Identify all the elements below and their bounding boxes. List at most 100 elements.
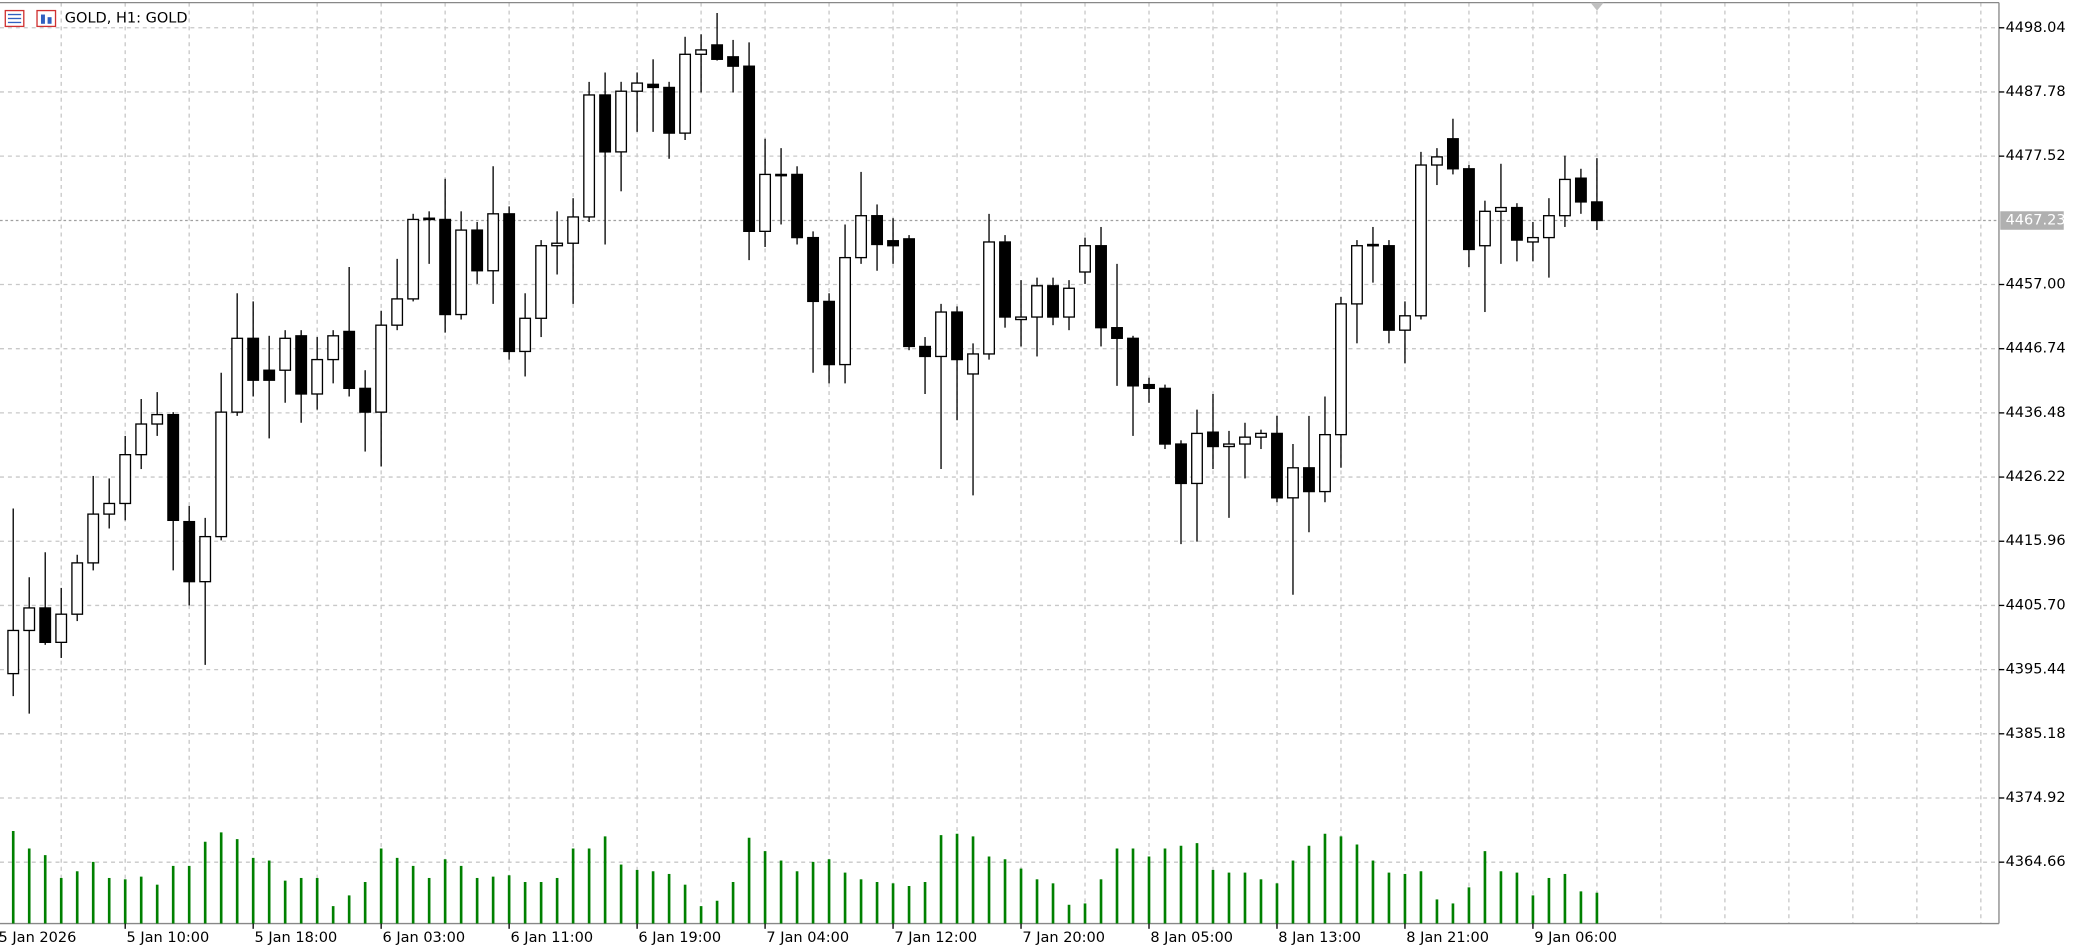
x-tick-label: 5 Jan 18:00 xyxy=(254,930,337,946)
candle-body xyxy=(55,613,68,644)
candle-body xyxy=(1095,245,1107,329)
candle-body xyxy=(1175,443,1187,485)
candle-body xyxy=(215,411,228,538)
candle-body xyxy=(807,236,820,303)
chart-title: GOLD, H1: GOLD xyxy=(65,10,188,26)
candle-body xyxy=(1191,432,1203,485)
candle-body xyxy=(263,369,276,381)
candle-body xyxy=(119,454,132,505)
candle-body xyxy=(1462,168,1475,251)
candle-body xyxy=(1143,383,1155,390)
candle-body xyxy=(519,317,532,353)
candle-body xyxy=(551,242,564,247)
candle-body xyxy=(1510,206,1523,241)
candle-body xyxy=(871,215,884,246)
candle-body xyxy=(1590,201,1603,222)
icon-bar xyxy=(40,14,45,24)
candle-body xyxy=(375,324,388,413)
candle-body xyxy=(1303,467,1315,493)
icon-chart xyxy=(36,9,57,28)
candle-body xyxy=(599,94,612,153)
y-tick-label: 4477.52 xyxy=(2006,148,2066,164)
candle-body xyxy=(727,56,740,67)
candle-body xyxy=(103,502,116,515)
candle-body xyxy=(759,173,772,232)
candle-body xyxy=(503,213,516,353)
candle-body xyxy=(791,173,804,239)
candle-body xyxy=(167,413,180,522)
candle-body xyxy=(295,335,308,395)
candle-body xyxy=(1319,433,1331,493)
candle-body xyxy=(23,607,36,632)
candle-body xyxy=(903,238,916,348)
x-tick-label: 6 Jan 11:00 xyxy=(510,930,593,946)
y-tick-label: 4374.92 xyxy=(2006,790,2066,806)
x-tick-label: 7 Jan 04:00 xyxy=(766,930,849,946)
candle-body xyxy=(1335,303,1347,436)
candle-body xyxy=(423,217,436,221)
candle-body xyxy=(711,44,724,60)
candle-body xyxy=(1079,245,1091,273)
candle-body xyxy=(1542,215,1555,239)
candle-body xyxy=(743,65,756,232)
y-tick-label: 4487.78 xyxy=(2006,84,2066,100)
candle-body xyxy=(439,218,452,316)
candle-body xyxy=(471,229,484,272)
y-tick-label: 4395.44 xyxy=(2006,662,2066,678)
y-tick-label: 4415.96 xyxy=(2006,533,2066,549)
candle-body xyxy=(1447,138,1459,170)
candle-body xyxy=(535,245,548,319)
candle-body xyxy=(839,256,852,366)
y-tick-label: 4498.04 xyxy=(2006,20,2066,36)
candle-body xyxy=(695,49,708,55)
candle-body xyxy=(631,82,644,92)
candle-body xyxy=(1047,285,1059,318)
candle-body xyxy=(199,535,212,583)
candle-body xyxy=(775,173,788,177)
candle-body xyxy=(279,337,292,371)
candle-body xyxy=(247,337,260,381)
candle-body xyxy=(1367,243,1379,247)
x-tick-label: 5 Jan 2026 xyxy=(0,930,76,946)
candle-body xyxy=(1015,316,1027,321)
candle-body xyxy=(663,86,676,134)
candle-body xyxy=(1399,315,1411,331)
candle-body xyxy=(1431,156,1443,166)
candle-body xyxy=(359,387,372,413)
x-tick-label: 8 Jan 21:00 xyxy=(1406,930,1489,946)
y-tick-label: 4457.00 xyxy=(2006,277,2066,293)
candle-body xyxy=(1063,287,1075,318)
candle-body xyxy=(1271,432,1283,499)
candle-body xyxy=(583,94,596,218)
y-tick-label: 4364.66 xyxy=(2006,854,2066,870)
y-tick-label: 4405.70 xyxy=(2006,597,2066,613)
candle-body xyxy=(823,300,836,366)
candle-body xyxy=(1111,327,1123,339)
candle-body xyxy=(1415,164,1427,317)
candle-body xyxy=(87,513,100,564)
last-price-tag xyxy=(2000,211,2064,230)
x-tick-label: 6 Jan 03:00 xyxy=(382,930,465,946)
candle-body xyxy=(935,311,947,358)
candle-body xyxy=(7,629,20,675)
x-tick-label: 6 Jan 19:00 xyxy=(638,930,721,946)
candle-body xyxy=(1207,431,1219,448)
candle-body xyxy=(1255,432,1267,438)
y-tick-label: 4446.74 xyxy=(2006,341,2066,357)
last-price-label: 4467.23 xyxy=(2006,213,2066,229)
candle-body xyxy=(951,311,963,361)
candle-body xyxy=(455,229,468,316)
candle-body xyxy=(567,216,580,244)
candle-body xyxy=(967,353,979,375)
candle-body xyxy=(647,83,660,89)
x-tick-label: 9 Jan 06:00 xyxy=(1534,930,1617,946)
x-tick-label: 5 Jan 10:00 xyxy=(127,930,210,946)
candle-body xyxy=(679,53,692,134)
vertical-grid xyxy=(60,2,1982,924)
candle-body xyxy=(71,562,84,615)
candle-body xyxy=(1351,245,1363,305)
icon-bar xyxy=(47,17,52,24)
y-tick-label: 4385.18 xyxy=(2006,726,2066,742)
y-tick-label: 4436.48 xyxy=(2006,405,2066,421)
